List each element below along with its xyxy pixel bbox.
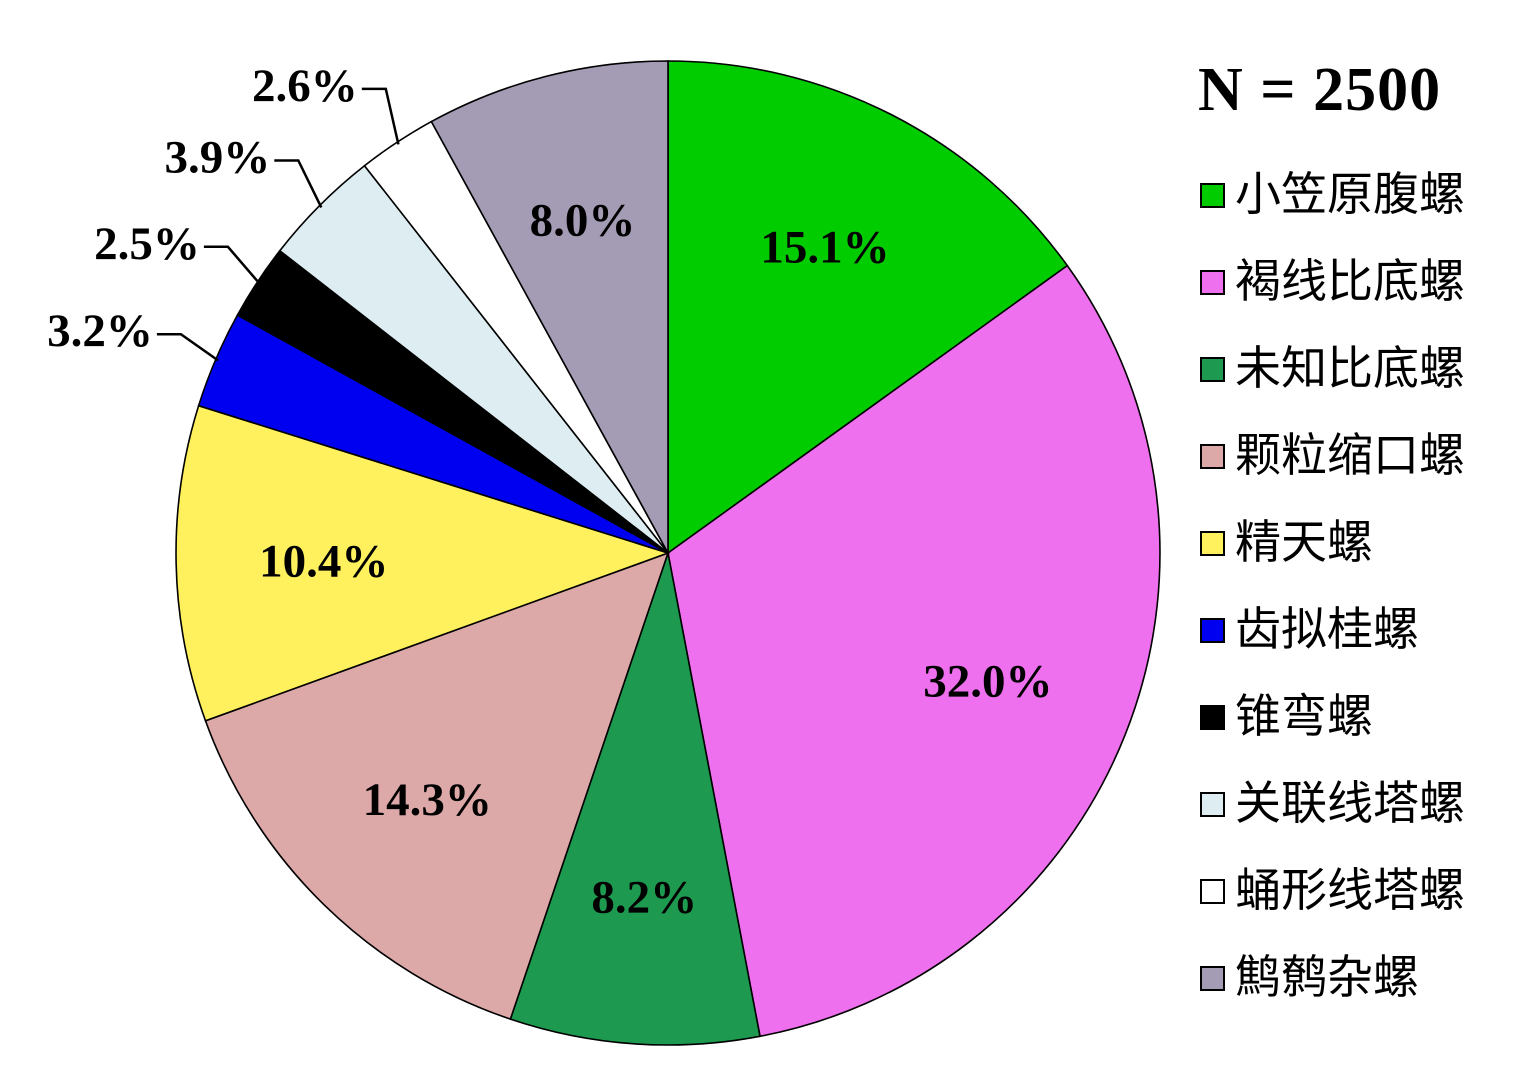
legend-item-7: 关联线塔螺: [1200, 781, 1465, 827]
legend-item-8: 蛹形线塔螺: [1200, 868, 1465, 914]
slice-label: 14.3%: [363, 774, 492, 826]
leader-line: [203, 245, 261, 285]
slice-label: 10.4%: [259, 536, 388, 588]
legend-swatch: [1200, 356, 1225, 382]
slice-label: 32.0%: [923, 656, 1052, 708]
chart-title: N = 2500: [1198, 56, 1442, 124]
slice-label: 8.2%: [591, 872, 697, 924]
leader-line: [274, 159, 323, 208]
legend-item-2: 未知比底螺: [1200, 346, 1465, 392]
legend: 小笠原腹螺褐线比底螺未知比底螺颗粒缩口螺精天螺齿拟桂螺锥弯螺关联线塔螺蛹形线塔螺…: [1200, 172, 1465, 1001]
legend-item-4: 精天螺: [1200, 520, 1465, 566]
legend-swatch: [1200, 530, 1225, 556]
pie-slice-4: [175, 404, 671, 722]
legend-label: 褐线比底螺: [1235, 256, 1465, 307]
legend-item-3: 颗粒缩口螺: [1200, 433, 1465, 479]
slice-label: 8.0%: [530, 194, 636, 246]
legend-swatch: [1200, 965, 1225, 991]
legend-item-6: 锥弯螺: [1200, 694, 1465, 740]
pie-slice-3: [204, 551, 670, 1021]
legend-swatch: [1200, 182, 1225, 208]
legend-label: 鹪鹩杂螺: [1235, 952, 1419, 1003]
pie-slice-1: [667, 264, 1161, 1038]
leader-line: [156, 332, 219, 362]
slice-label: 2.6%: [252, 60, 358, 112]
legend-label: 蛹形线塔螺: [1235, 865, 1465, 916]
legend-swatch: [1200, 617, 1225, 643]
pie-slice-2: [509, 549, 761, 1046]
legend-label: 小笠原腹螺: [1235, 169, 1465, 220]
slice-label: 3.9%: [165, 132, 271, 184]
legend-swatch: [1200, 704, 1225, 730]
legend-swatch: [1200, 791, 1225, 817]
slice-label: 3.2%: [47, 305, 153, 357]
legend-swatch: [1200, 269, 1225, 295]
legend-item-0: 小笠原腹螺: [1200, 172, 1465, 218]
leader-line: [361, 87, 400, 145]
legend-label: 关联线塔螺: [1235, 778, 1465, 829]
legend-item-5: 齿拟桂螺: [1200, 607, 1465, 653]
legend-label: 精天螺: [1235, 517, 1373, 568]
pie-slice-9: [430, 60, 669, 554]
pie-slice-0: [667, 60, 1069, 555]
legend-label: 未知比底螺: [1235, 343, 1465, 394]
legend-label: 颗粒缩口螺: [1235, 430, 1465, 481]
legend-label: 锥弯螺: [1235, 691, 1373, 742]
legend-item-9: 鹪鹩杂螺: [1200, 955, 1465, 1001]
legend-label: 齿拟桂螺: [1235, 604, 1419, 655]
slice-label: 15.1%: [760, 222, 889, 274]
legend-swatch: [1200, 443, 1225, 469]
legend-swatch: [1200, 878, 1225, 904]
slice-label: 2.5%: [94, 218, 200, 270]
legend-item-1: 褐线比底螺: [1200, 259, 1465, 305]
